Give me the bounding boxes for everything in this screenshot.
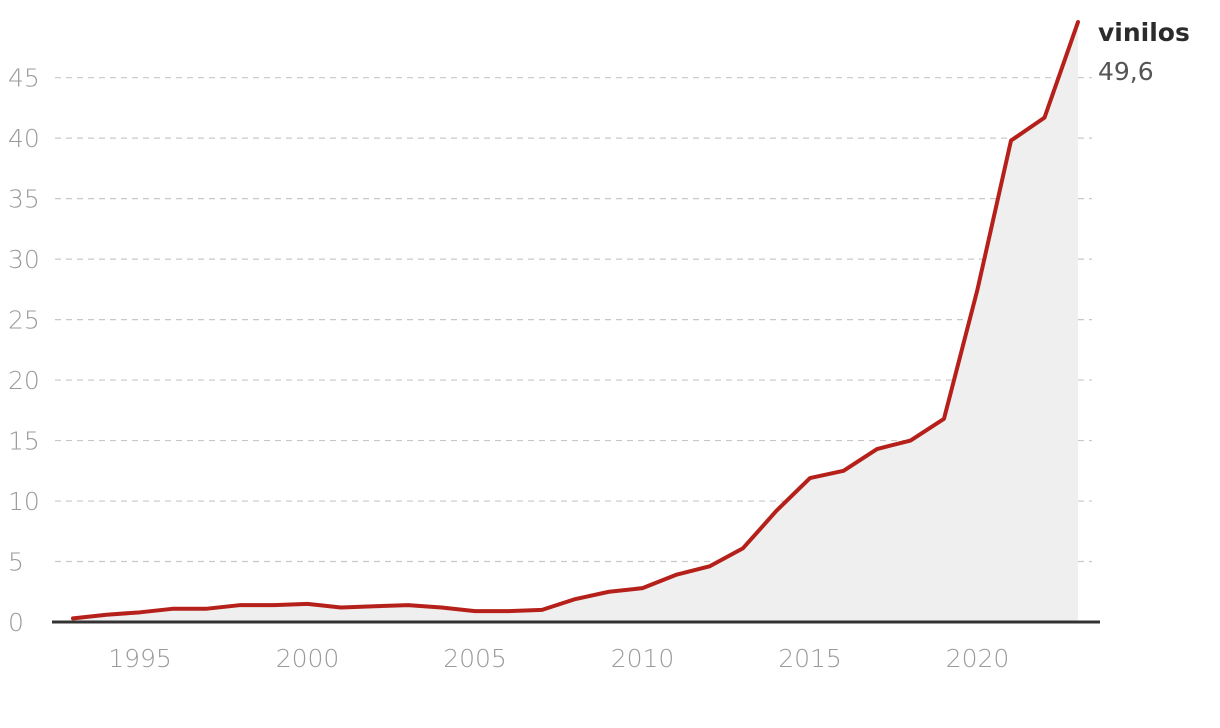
data-point-2004 [440, 605, 444, 609]
x-tick-label-2010: 2010 [611, 644, 675, 673]
x-tick-label-2000: 2000 [276, 644, 340, 673]
data-point-2009 [607, 590, 611, 594]
series-line-layer [71, 20, 1080, 621]
data-point-1996 [172, 607, 176, 611]
data-point-2001 [339, 605, 343, 609]
data-point-2022 [1043, 116, 1047, 120]
x-tick-label-2005: 2005 [443, 644, 507, 673]
data-point-2006 [507, 609, 511, 613]
x-tick-label-2015: 2015 [778, 644, 842, 673]
y-tick-label-25: 25 [8, 306, 40, 335]
data-point-1998 [239, 603, 243, 607]
data-point-2005 [473, 609, 477, 613]
series-area-0 [73, 22, 1078, 623]
data-point-1997 [205, 607, 209, 611]
x-tick-label-2020: 2020 [946, 644, 1010, 673]
data-point-1999 [272, 603, 276, 607]
data-point-2000 [306, 602, 310, 606]
data-point-2003 [406, 603, 410, 607]
data-point-1993 [71, 616, 75, 620]
y-tick-label-5: 5 [8, 548, 24, 577]
data-point-2016 [842, 469, 846, 473]
data-point-2019 [942, 417, 946, 421]
data-point-2018 [909, 439, 913, 443]
grid-lines [55, 77, 1092, 563]
data-point-2013 [741, 546, 745, 550]
data-point-2008 [574, 597, 578, 601]
x-tick-label-1995: 1995 [108, 644, 172, 673]
y-axis-ticks: 0 5 10 15 20 25 30 35 40 45 [8, 64, 40, 637]
data-point-2021 [1009, 139, 1013, 143]
series-name-label: vinilos [1098, 18, 1190, 47]
data-point-2017 [875, 447, 879, 451]
series-line-0 [71, 20, 1080, 621]
data-point-2014 [775, 509, 779, 513]
y-tick-label-35: 35 [8, 185, 40, 214]
x-axis-ticks: 1995 2000 2005 2010 2015 2020 [108, 644, 1009, 673]
y-tick-label-15: 15 [8, 427, 40, 456]
series-end-value-label: 49,6 [1098, 57, 1154, 86]
data-point-2002 [373, 604, 377, 608]
area-fill-layer [73, 22, 1078, 623]
y-tick-label-10: 10 [8, 487, 40, 516]
data-point-2020 [976, 287, 980, 291]
data-point-2007 [540, 608, 544, 612]
data-point-2010 [641, 586, 645, 590]
y-tick-label-40: 40 [8, 124, 40, 153]
y-tick-label-30: 30 [8, 245, 40, 274]
y-tick-label-0: 0 [8, 608, 24, 637]
y-tick-label-20: 20 [8, 366, 40, 395]
data-point-2015 [808, 476, 812, 480]
series-labels: vinilos 49,6 [1098, 18, 1190, 86]
y-tick-label-45: 45 [8, 64, 40, 93]
data-point-2012 [708, 564, 712, 568]
data-point-2023 [1076, 20, 1080, 24]
data-point-1995 [138, 610, 142, 614]
data-point-1994 [105, 613, 109, 617]
data-point-2011 [674, 573, 678, 577]
